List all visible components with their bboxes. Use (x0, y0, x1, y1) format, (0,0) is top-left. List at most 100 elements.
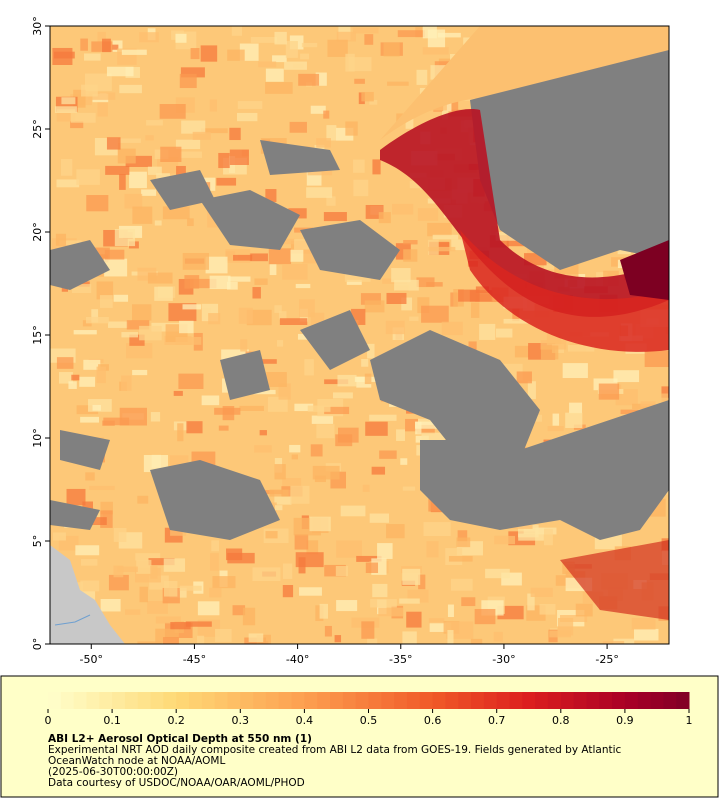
aerosol-patch (299, 299, 315, 318)
aerosol-patch (126, 343, 153, 359)
aerosol-patch (372, 159, 381, 175)
aerosol-patch (59, 240, 82, 246)
colorbar-step (150, 692, 164, 709)
aerosol-patch (316, 138, 331, 148)
aerosol-patch (231, 26, 242, 36)
aerosol-patch (451, 239, 466, 251)
aerosol-patch (285, 41, 298, 58)
aerosol-patch (319, 603, 329, 619)
aerosol-patch (294, 534, 309, 550)
aerosol-patch (248, 633, 264, 643)
aerosol-patch (352, 27, 379, 34)
aerosol-patch (323, 110, 330, 119)
aerosol-patch (324, 564, 346, 577)
aerosol-patch (304, 359, 314, 376)
aerosol-patch (470, 302, 480, 318)
aerosol-patch (365, 421, 388, 436)
aerosol-patch (121, 332, 139, 338)
aerosol-patch (121, 375, 132, 391)
aerosol-patch (272, 55, 287, 63)
aerosol-patch (233, 254, 252, 261)
colorbar-step (663, 692, 677, 709)
aerosol-patch (495, 328, 513, 338)
aerosol-patch (279, 318, 308, 325)
aerosol-patch (207, 210, 219, 228)
aerosol-patch (197, 601, 220, 616)
colorbar-tick-label: 1 (686, 714, 693, 727)
aerosol-patch (470, 638, 483, 644)
aerosol-patch (372, 583, 388, 598)
aerosol-patch (295, 283, 311, 289)
aerosol-patch (227, 49, 245, 61)
aerosol-patch (84, 53, 101, 61)
aerosol-patch (229, 127, 241, 141)
aerosol-patch (402, 486, 416, 491)
aerosol-patch (256, 634, 271, 644)
aerosol-patch (560, 615, 588, 622)
aerosol-patch (469, 290, 493, 302)
aerosol-patch (88, 92, 116, 100)
aerosol-patch (299, 587, 322, 596)
aerosol-patch (181, 120, 206, 134)
aerosol-patch (503, 318, 531, 324)
aerosol-patch (269, 264, 277, 276)
colorbar-tick-label: 0.2 (167, 714, 185, 727)
aerosol-patch (136, 559, 152, 574)
caption-line: Experimental NRT AOD daily composite cre… (48, 744, 622, 756)
aerosol-patch (336, 540, 362, 558)
aerosol-patch (147, 272, 173, 284)
aerosol-patch (80, 416, 100, 423)
aerosol-patch (396, 429, 405, 441)
aerosol-patch (81, 84, 98, 97)
aerosol-patch (60, 159, 73, 176)
aerosol-patch (117, 138, 141, 143)
aerosol-patch (218, 425, 229, 431)
aerosol-patch (301, 42, 318, 48)
aerosol-patch (427, 29, 446, 48)
aerosol-patch (418, 574, 426, 590)
aerosol-patch (429, 622, 452, 632)
aerosol-patch (121, 49, 147, 55)
aerosol-patch (56, 357, 74, 369)
caption-line: Data courtesy of USDOC/NOAA/OAR/AOML/PHO… (48, 777, 305, 789)
aerosol-patch (447, 604, 454, 618)
aerosol-patch (246, 309, 272, 326)
aerosol-patch (159, 104, 186, 119)
aerosol-patch (540, 340, 567, 350)
aerosol-patch (356, 376, 372, 388)
aerosol-patch (80, 580, 100, 592)
aerosol-patch (108, 321, 129, 328)
aerosol-patch (327, 39, 348, 57)
aerosol-patch (306, 187, 333, 198)
colorbar-tick-label: 0.5 (360, 714, 378, 727)
aerosol-patch (371, 466, 386, 475)
aerosol-patch (422, 47, 449, 55)
colorbar-tick-label: 0.9 (616, 714, 634, 727)
aerosol-patch (242, 607, 256, 626)
aerosol-patch (290, 485, 310, 504)
colorbar-step (599, 692, 613, 709)
aerosol-patch (297, 333, 311, 340)
aerosol-patch (97, 101, 108, 117)
colorbar-step (535, 692, 549, 709)
aerosol-patch (105, 165, 130, 175)
aerosol-patch (145, 135, 154, 141)
aerosol-patch (416, 277, 435, 288)
aerosol-patch (79, 376, 96, 387)
colorbar-step (214, 692, 228, 709)
colorbar-step (458, 692, 472, 709)
aerosol-patch (289, 121, 307, 133)
aerosol-patch (156, 173, 170, 179)
colorbar-step (48, 692, 62, 709)
aerosol-patch (345, 121, 358, 136)
aerosol-patch (364, 373, 372, 385)
aerosol-patch (282, 263, 308, 280)
aerosol-patch (402, 568, 421, 585)
aerosol-patch (83, 359, 101, 370)
aerosol-patch (552, 413, 560, 426)
aerosol-patch (147, 166, 162, 175)
colorbar-step (342, 692, 357, 709)
aerosol-patch (326, 196, 336, 206)
aerosol-patch (268, 248, 292, 265)
aerosol-patch (92, 404, 101, 411)
